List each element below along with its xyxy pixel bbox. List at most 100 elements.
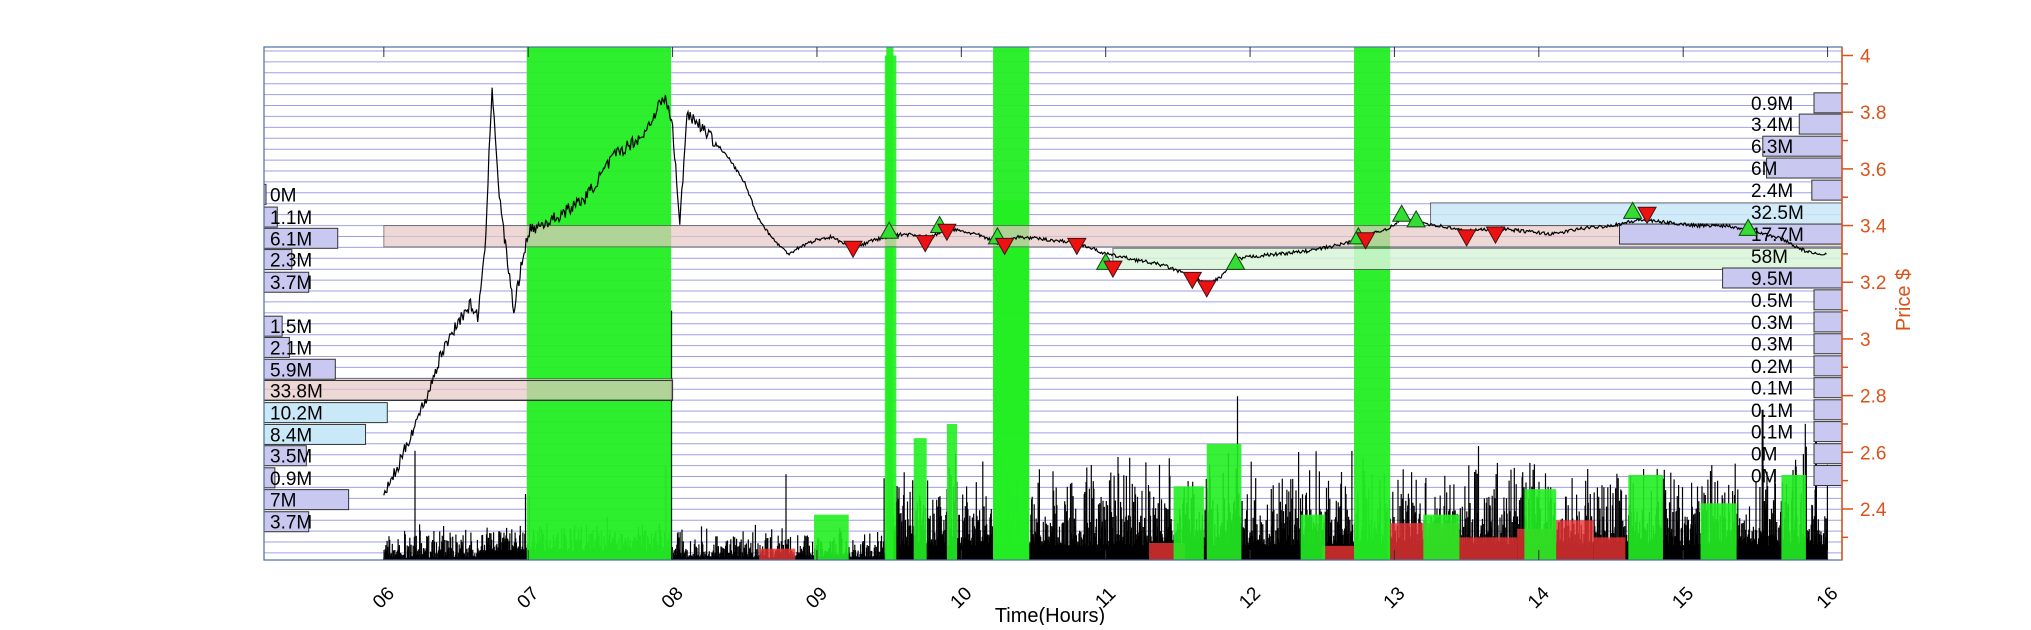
left-profile-label: 7M <box>270 491 296 512</box>
right-profile-label: 58M <box>1751 247 1788 268</box>
right-profile-label: 0.9M <box>1751 94 1793 115</box>
left-profile-label: 0M <box>270 185 296 206</box>
highlight-column <box>814 514 849 560</box>
right-profile-bar <box>1813 465 1843 487</box>
right-profile-label: 0M <box>1751 467 1777 488</box>
right-profile-label: 0M <box>1751 445 1777 466</box>
highlight-column <box>946 423 957 560</box>
sell-volume-column <box>1553 520 1594 560</box>
sell-volume-column <box>1593 537 1626 560</box>
highlight-column <box>1173 486 1204 560</box>
right-profile-label: 9.5M <box>1751 269 1793 290</box>
right-profile-label: 0.1M <box>1751 379 1793 400</box>
buy-marker <box>1738 218 1759 236</box>
sell-marker <box>1066 237 1087 256</box>
y-tick-label: 4 <box>1860 47 1871 68</box>
sell-marker <box>1182 271 1203 290</box>
y-tick-label: 3.4 <box>1860 217 1887 238</box>
right-profile-bar <box>1813 377 1843 399</box>
right-profile-label: 2.4M <box>1751 181 1793 202</box>
right-profile-bar <box>1813 443 1843 465</box>
right-profile-label: 0.3M <box>1751 313 1793 334</box>
right-profile-bar <box>1766 157 1843 179</box>
sell-marker <box>994 237 1015 256</box>
left-profile-label: 0.9M <box>270 469 312 490</box>
right-profile-label: 0.1M <box>1751 401 1793 422</box>
right-profile-label: 3.4M <box>1751 115 1793 136</box>
sell-marker <box>915 235 936 253</box>
right-profile-bar <box>1813 92 1843 114</box>
left-profile-label: 10.2M <box>270 404 323 425</box>
right-profile-bar <box>1813 399 1843 421</box>
right-profile-label: 0.1M <box>1751 423 1793 444</box>
left-profile-label: 1.5M <box>270 317 312 338</box>
buy-marker <box>879 221 899 239</box>
y-tick-label: 2.4 <box>1860 500 1887 521</box>
buy-marker <box>1622 201 1643 219</box>
sell-marker <box>1355 232 1376 250</box>
right-profile-label: 0.2M <box>1751 357 1793 378</box>
left-profile-label: 3.5M <box>270 447 312 468</box>
right-profile-label: 17.7M <box>1751 225 1804 246</box>
right-profile-bar <box>1811 179 1843 201</box>
sell-marker <box>1456 229 1477 247</box>
left-profile-label: 2.1M <box>270 338 312 359</box>
right-profile-bar <box>1813 333 1843 355</box>
sell-marker <box>937 223 957 242</box>
right-profile-label: 6.3M <box>1751 137 1793 158</box>
highlight-column <box>1628 474 1663 560</box>
sell-volume-column <box>1322 545 1355 560</box>
right-profile-label: 0.3M <box>1751 335 1793 356</box>
y-axis-label: Price $ <box>1893 269 1915 331</box>
buy-marker <box>1391 204 1412 222</box>
right-profile-label: 6M <box>1751 159 1777 180</box>
left-profile-label: 5.9M <box>270 360 312 381</box>
left-profile-label: 1.1M <box>270 208 312 229</box>
right-profile-bar <box>1813 355 1843 377</box>
left-profile-label: 33.8M <box>270 382 323 403</box>
x-axis-label: Time(Hours) <box>995 605 1105 625</box>
left-profile-label: 2.3M <box>270 251 312 272</box>
sell-marker <box>1637 206 1657 225</box>
sell-marker <box>1485 226 1506 245</box>
right-profile-bar <box>1813 421 1843 443</box>
y-tick-label: 2.8 <box>1860 387 1886 408</box>
highlight-column <box>1423 514 1460 560</box>
left-profile-label: 8.4M <box>270 425 312 446</box>
sell-marker <box>1196 280 1217 298</box>
highlight-column <box>993 200 1030 560</box>
lower_band <box>1112 247 1843 270</box>
right-profile-bar <box>1813 311 1843 333</box>
right-profile-bar <box>1798 113 1843 135</box>
highlight-column <box>913 438 927 560</box>
right-profile-label: 0.5M <box>1751 291 1793 312</box>
support_band <box>263 378 674 401</box>
sell-volume-column <box>1459 537 1518 560</box>
price-line <box>383 87 1827 496</box>
sell-volume-column <box>759 548 796 560</box>
y-tick-label: 3 <box>1860 330 1871 351</box>
left-profile-label: 3.7M <box>270 273 312 294</box>
left-profile-label: 3.7M <box>270 513 312 534</box>
left-profile-label: 6.1M <box>270 229 312 250</box>
highlight-column <box>1781 474 1806 560</box>
sell-marker <box>1103 260 1123 279</box>
highlight-column <box>1300 514 1326 560</box>
buy-marker <box>1406 209 1426 228</box>
y-tick-label: 3.6 <box>1860 160 1886 181</box>
highlight-column <box>1206 443 1242 560</box>
sell-marker <box>843 240 863 259</box>
highlight-column <box>884 55 897 561</box>
highlight-column <box>1524 489 1557 560</box>
highlight-column <box>1700 503 1737 560</box>
highlight-region <box>1354 47 1391 560</box>
y-tick-label: 2.6 <box>1860 443 1886 464</box>
y-tick-label: 3.8 <box>1860 103 1886 124</box>
right-profile-label: 32.5M <box>1751 203 1804 224</box>
y-tick-label: 3.2 <box>1860 273 1886 294</box>
right-profile-bar <box>1813 289 1843 311</box>
buy-marker <box>1225 252 1246 270</box>
highlight-region <box>526 47 672 560</box>
